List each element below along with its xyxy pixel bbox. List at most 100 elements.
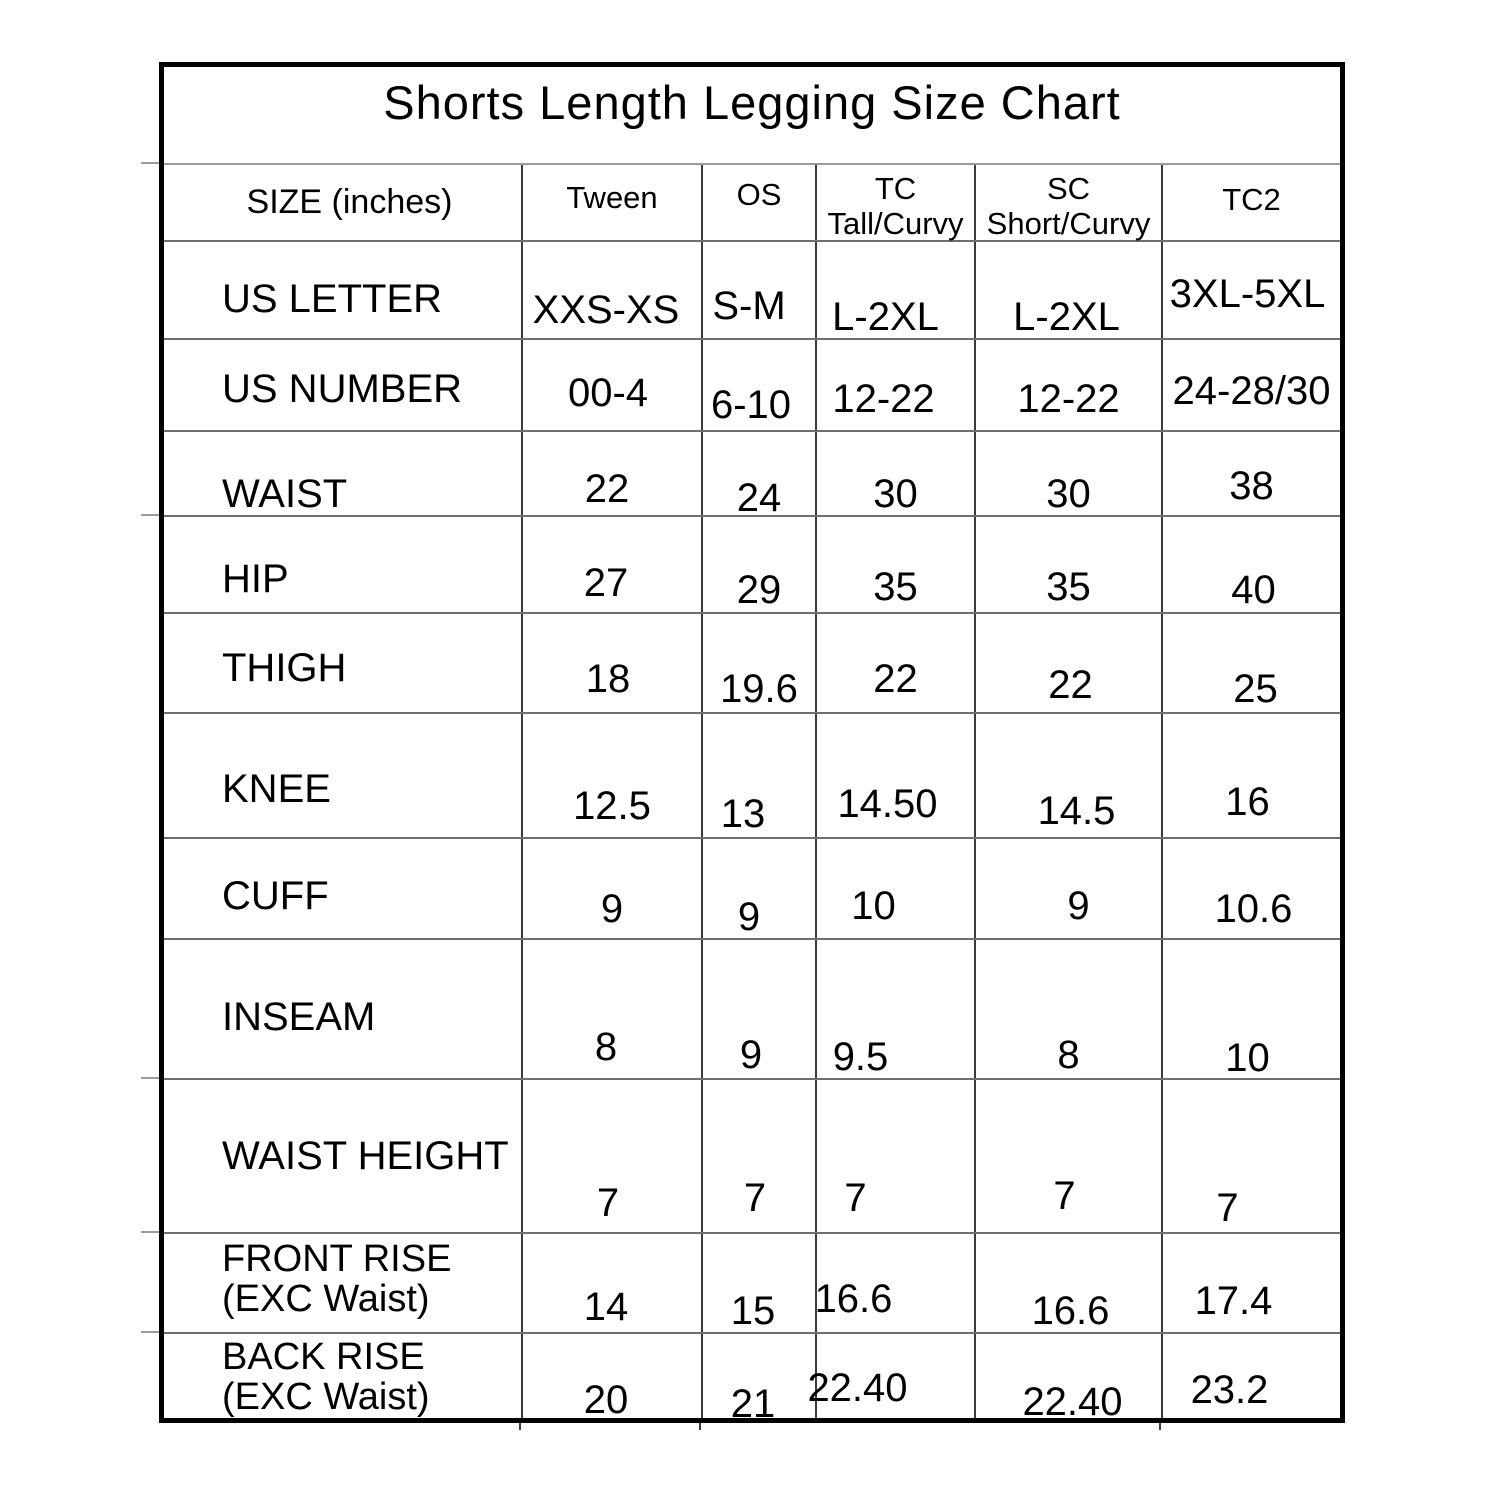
value-cell: 10 <box>1161 940 1340 1078</box>
cell-value: 27 <box>583 560 629 605</box>
cell-value: 9 <box>1067 883 1090 928</box>
cell-value: 25 <box>1233 667 1278 711</box>
value-cell: 10.6 <box>1161 839 1340 938</box>
table-row-knee: KNEE 12.5 13 14.50 14.5 16 <box>164 712 1340 837</box>
row-label-cell: HIP <box>164 517 521 612</box>
cell-value: 6-10 <box>710 383 792 427</box>
value-cell: 9 <box>701 839 815 938</box>
row-label: KNEE <box>222 766 331 811</box>
grid-tick <box>141 1231 159 1233</box>
row-label: BACK RISE (EXC Waist) <box>222 1336 430 1418</box>
row-label: HIP <box>222 556 289 601</box>
cell-value: 22.40 <box>1022 1380 1123 1424</box>
row-label: THIGH <box>222 646 347 690</box>
row-label: US NUMBER <box>222 367 463 411</box>
column-header-label: SC Short/Curvy <box>986 170 1151 241</box>
cell-value: S-M <box>712 284 786 328</box>
cell-value: 35 <box>873 564 918 609</box>
row-label-cell: CUFF <box>164 839 521 938</box>
value-cell: 7 <box>974 1080 1161 1232</box>
value-cell: 00-4 <box>521 340 701 430</box>
cell-value: 16.6 <box>814 1277 893 1321</box>
cell-value: 16.6 <box>1031 1289 1110 1333</box>
column-header-tc: TC Tall/Curvy <box>815 165 974 240</box>
value-cell: 23.2 <box>1161 1334 1340 1418</box>
value-cell: 19.6 <box>701 614 815 712</box>
cell-value: 17.4 <box>1194 1279 1273 1323</box>
cell-value: 22.40 <box>807 1366 908 1410</box>
row-label: US LETTER <box>222 277 443 321</box>
column-header-os: OS <box>701 165 815 240</box>
column-header-tween: Tween <box>521 165 701 240</box>
value-cell: 8 <box>974 940 1161 1078</box>
value-cell: 22 <box>521 432 701 515</box>
value-cell: 14 <box>521 1234 701 1332</box>
cell-value: 16 <box>1225 779 1270 824</box>
grid-stub <box>699 1423 701 1430</box>
table-row-cuff: CUFF 9 9 10 9 10.6 <box>164 837 1340 938</box>
table-row-us-letter: US LETTER XXS-XS S-M L-2XL L-2XL 3XL-5XL <box>164 240 1340 338</box>
cell-value: 24 <box>736 475 782 520</box>
cell-value: 8 <box>1057 1033 1080 1077</box>
column-header-label: TC2 <box>1222 182 1281 218</box>
cell-value: 30 <box>1046 471 1091 516</box>
cell-value: 20 <box>583 1378 629 1422</box>
row-label-cell: BACK RISE (EXC Waist) <box>164 1334 521 1418</box>
cell-value: XXS-XS <box>532 288 680 332</box>
cell-value: 13 <box>720 791 766 836</box>
column-header-label: SIZE (inches) <box>246 183 453 222</box>
cell-value: 40 <box>1231 567 1276 612</box>
value-cell: 38 <box>1161 432 1340 515</box>
grid-stub <box>1159 1423 1161 1430</box>
cell-value: L-2XL <box>832 295 939 339</box>
table-row-hip: HIP 27 29 35 35 40 <box>164 515 1340 612</box>
cell-value: 9 <box>600 886 624 931</box>
table-row-us-number: US NUMBER 00-4 6-10 12-22 12-22 24-28/30 <box>164 338 1340 430</box>
value-cell: 15 <box>701 1234 815 1332</box>
cell-value: 35 <box>1046 564 1091 609</box>
value-cell: 22.40 <box>974 1334 1161 1422</box>
row-label: INSEAM <box>222 995 376 1039</box>
cell-value: 8 <box>594 1025 618 1069</box>
column-header-sc: SC Short/Curvy <box>974 165 1161 240</box>
table-row-inseam: INSEAM 8 9 9.5 8 10 <box>164 938 1340 1078</box>
value-cell: 18 <box>521 614 701 712</box>
value-cell: 9 <box>521 839 701 938</box>
row-label: FRONT RISE (EXC Waist) <box>222 1238 452 1320</box>
row-label: WAIST HEIGHT <box>222 1134 509 1178</box>
cell-value: 29 <box>736 567 782 612</box>
value-cell: 25 <box>1161 614 1340 712</box>
value-cell: L-2XL <box>815 242 974 338</box>
row-label-cell: THIGH <box>164 614 521 712</box>
value-cell: 21 <box>701 1334 815 1424</box>
cell-value: 10 <box>1225 1036 1270 1080</box>
cell-value: 3XL-5XL <box>1169 272 1326 316</box>
cell-value: 7 <box>1053 1174 1076 1218</box>
value-cell: 9 <box>701 940 815 1078</box>
table-row-waist: WAIST 22 24 30 30 38 <box>164 430 1340 520</box>
value-cell: 20 <box>521 1334 701 1422</box>
table-row-waist-height: WAIST HEIGHT 7 7 7 7 7 <box>164 1078 1340 1232</box>
cell-value: 00-4 <box>567 371 649 415</box>
cell-value: 12-22 <box>832 377 935 421</box>
cell-value: 14.50 <box>837 781 938 826</box>
value-cell: 13 <box>701 714 815 837</box>
cell-value: 14 <box>583 1285 629 1329</box>
cell-value: 10.6 <box>1214 886 1293 931</box>
value-cell: 16.6 <box>974 1234 1161 1332</box>
cell-value: 19.6 <box>720 667 798 711</box>
grid-stub <box>519 1423 521 1430</box>
cell-value: 14.5 <box>1037 788 1116 833</box>
value-cell: 24-28/30 <box>1161 340 1340 430</box>
value-cell: 24 <box>701 432 815 520</box>
table-row-front-rise: FRONT RISE (EXC Waist) 14 15 16.6 16.6 1… <box>164 1232 1340 1332</box>
cell-value: 22 <box>1048 663 1093 707</box>
value-cell: 17.4 <box>1161 1234 1340 1332</box>
value-cell: 27 <box>521 517 701 612</box>
column-header-label: TC Tall/Curvy <box>827 170 964 241</box>
row-label-cell: US NUMBER <box>164 340 521 430</box>
cell-value: 7 <box>596 1181 620 1225</box>
value-cell: 16 <box>1161 714 1340 837</box>
row-label-cell: WAIST HEIGHT <box>164 1080 521 1232</box>
